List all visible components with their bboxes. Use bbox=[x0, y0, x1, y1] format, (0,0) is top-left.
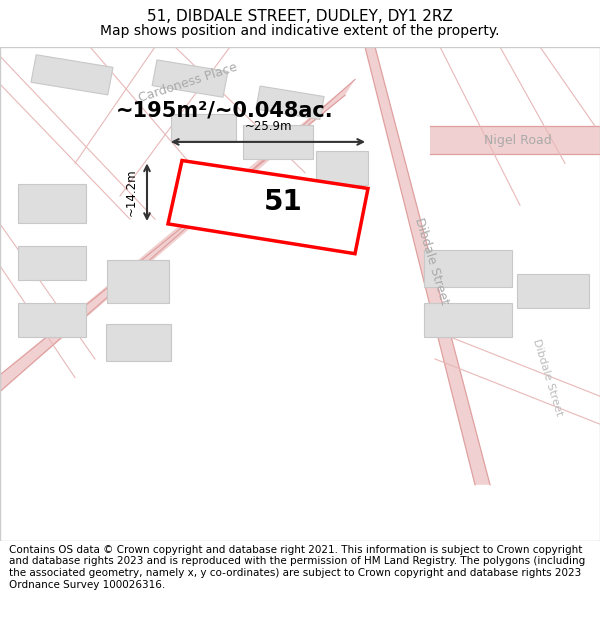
Text: ~14.2m: ~14.2m bbox=[125, 168, 137, 216]
Polygon shape bbox=[18, 184, 86, 223]
Text: Contains OS data © Crown copyright and database right 2021. This information is : Contains OS data © Crown copyright and d… bbox=[9, 545, 585, 589]
Polygon shape bbox=[256, 86, 324, 119]
Polygon shape bbox=[316, 151, 368, 185]
Text: Cardoness Place: Cardoness Place bbox=[137, 60, 239, 104]
Text: Map shows position and indicative extent of the property.: Map shows position and indicative extent… bbox=[100, 24, 500, 38]
Text: ~195m²/~0.048ac.: ~195m²/~0.048ac. bbox=[116, 100, 334, 120]
Text: 51, DIBDALE STREET, DUDLEY, DY1 2RZ: 51, DIBDALE STREET, DUDLEY, DY1 2RZ bbox=[147, 9, 453, 24]
Polygon shape bbox=[18, 246, 86, 280]
Polygon shape bbox=[107, 260, 169, 303]
Polygon shape bbox=[517, 274, 589, 308]
Polygon shape bbox=[0, 79, 355, 392]
Polygon shape bbox=[18, 303, 86, 337]
Polygon shape bbox=[243, 125, 313, 159]
Polygon shape bbox=[168, 161, 368, 254]
Polygon shape bbox=[365, 47, 490, 485]
Polygon shape bbox=[170, 114, 235, 142]
Text: Dibdale Street: Dibdale Street bbox=[413, 216, 451, 306]
Text: Nigel Road: Nigel Road bbox=[484, 134, 552, 146]
Text: Dibdale Street: Dibdale Street bbox=[532, 338, 565, 418]
Polygon shape bbox=[152, 60, 228, 98]
Text: ~25.9m: ~25.9m bbox=[244, 119, 292, 132]
Polygon shape bbox=[430, 126, 600, 154]
Polygon shape bbox=[31, 55, 113, 95]
Text: 51: 51 bbox=[264, 188, 302, 216]
Polygon shape bbox=[424, 250, 512, 288]
Polygon shape bbox=[424, 303, 512, 337]
Polygon shape bbox=[106, 324, 170, 361]
